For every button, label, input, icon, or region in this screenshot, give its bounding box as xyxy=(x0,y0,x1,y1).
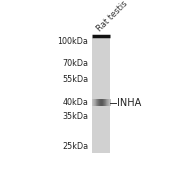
Bar xyxy=(100,99,101,107)
Bar xyxy=(103,99,104,107)
Bar xyxy=(92,38,110,153)
Text: 55kDa: 55kDa xyxy=(62,75,88,84)
Text: 25kDa: 25kDa xyxy=(62,142,88,151)
Bar xyxy=(102,99,103,107)
Text: INHA: INHA xyxy=(117,98,142,108)
Bar xyxy=(105,99,106,107)
Bar xyxy=(105,99,106,107)
Bar xyxy=(96,99,97,107)
Text: Rat testis: Rat testis xyxy=(95,0,129,33)
Bar xyxy=(101,99,102,107)
Bar xyxy=(110,99,111,107)
Bar xyxy=(97,99,98,107)
Bar xyxy=(92,99,93,107)
Bar xyxy=(93,99,94,107)
Text: 35kDa: 35kDa xyxy=(62,112,88,121)
Text: 40kDa: 40kDa xyxy=(62,98,88,107)
Bar xyxy=(100,99,101,107)
Bar xyxy=(104,99,105,107)
Text: 70kDa: 70kDa xyxy=(62,59,88,68)
Bar xyxy=(106,99,107,107)
Bar xyxy=(107,99,108,107)
Bar xyxy=(97,99,98,107)
Bar xyxy=(99,99,100,107)
Bar xyxy=(109,99,110,107)
Bar xyxy=(108,99,109,107)
Bar xyxy=(94,99,95,107)
Bar xyxy=(95,99,96,107)
Bar xyxy=(98,99,99,107)
Bar xyxy=(93,99,94,107)
Bar xyxy=(109,99,110,107)
Bar xyxy=(96,99,97,107)
Bar xyxy=(101,99,102,107)
Bar xyxy=(106,99,107,107)
Text: 100kDa: 100kDa xyxy=(57,37,88,46)
